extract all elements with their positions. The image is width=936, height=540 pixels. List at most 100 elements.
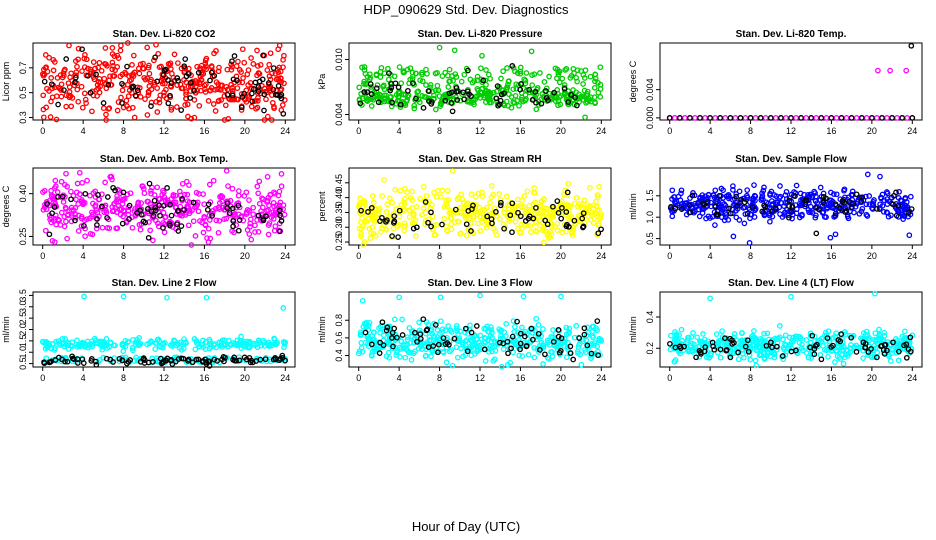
data-point [152,346,159,352]
data-point [520,293,527,300]
data-point [168,80,175,86]
data-point [232,213,239,220]
figure-title: HDP_090629 Std. Dev. Diagnostics [364,2,569,17]
data-point [419,212,426,218]
data-point [261,107,267,114]
data-point [224,91,231,98]
data-point [887,358,894,364]
data-point [184,198,191,204]
data-point [487,91,494,98]
data-point [165,100,172,107]
data-point [759,208,766,215]
data-point [362,70,369,77]
data-point [205,239,212,245]
data-point [102,45,109,51]
data-point [444,187,451,194]
data-point [535,333,542,340]
data-point [428,101,435,107]
data-point [100,105,107,112]
data-point [597,215,603,222]
y-axis-label: ml/min [317,316,327,343]
data-point [717,204,724,211]
data-point [190,218,197,225]
data-point [789,338,796,345]
data-point [761,184,767,191]
data-point [412,217,419,223]
data-point [820,199,827,206]
data-point [539,341,546,348]
data-point [473,323,480,329]
data-point [373,72,380,79]
data-point [817,352,824,358]
data-point [461,96,467,103]
data-point [558,215,565,222]
panel-title: Stan. Dev. Gas Stream RH [418,154,541,165]
data-point [426,334,433,340]
data-point [255,84,262,90]
data-point [570,356,577,363]
data-point [117,206,123,213]
x-tick-label: 20 [556,126,566,136]
y-tick-label: 0.004 [645,78,655,101]
data-points [39,293,289,369]
data-point [443,197,449,204]
data-point [379,319,386,326]
data-point [741,220,748,227]
data-point [239,94,246,100]
data-point [423,327,430,334]
data-point [691,209,697,216]
data-point [480,215,487,222]
data-point [877,336,884,343]
data-point [771,349,777,356]
data-point [435,87,442,94]
data-point [537,217,543,223]
data-point [102,60,108,67]
data-point [676,115,683,121]
data-point [356,84,363,91]
x-tick-label: 0 [667,251,672,261]
data-point [413,95,419,102]
data-point [473,93,480,100]
data-point [242,343,249,350]
data-point [417,343,424,350]
data-point [182,102,188,108]
data-point [515,209,521,216]
data-point [137,226,144,233]
data-point [425,88,432,94]
data-point [187,95,194,101]
data-point [541,79,548,85]
data-point [862,344,869,351]
data-point [100,100,107,106]
data-point [826,203,833,209]
data-point [542,351,548,358]
data-point [705,191,712,198]
data-point [179,212,185,219]
data-point [148,99,155,106]
data-point [559,205,565,211]
data-point [278,171,285,177]
data-point [46,231,53,238]
data-point [89,231,96,238]
data-point [535,322,542,328]
data-point [769,208,776,215]
data-point [401,220,408,227]
data-point [468,93,474,99]
data-point [213,344,220,351]
data-point [871,347,877,353]
data-point [156,343,163,350]
data-point [85,344,92,351]
data-point [425,219,431,226]
data-point [121,196,128,202]
data-point [95,64,102,71]
data-point [202,57,209,64]
data-point [590,202,597,209]
data-point [380,342,387,349]
data-point [587,184,593,191]
data-point [41,359,47,366]
data-point [864,171,871,178]
data-point [362,339,369,346]
data-point [369,193,376,199]
x-tick-label: 4 [81,251,86,261]
data-point [711,346,718,353]
data-point [110,73,116,79]
